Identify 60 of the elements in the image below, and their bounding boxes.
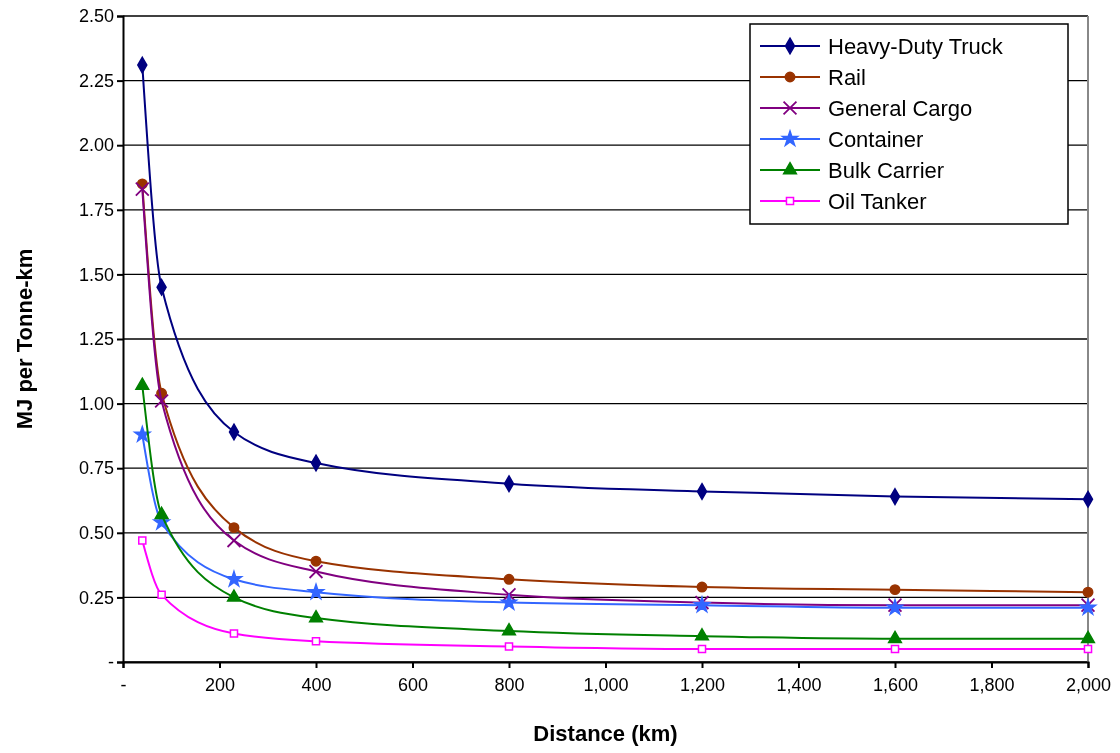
point: [154, 506, 169, 520]
x-tick-label: 400: [301, 674, 332, 695]
point: [138, 536, 147, 545]
point: [696, 581, 708, 593]
y-tick-label: 1.50: [78, 264, 114, 285]
point: [504, 642, 514, 651]
point: [889, 584, 901, 596]
point: [226, 589, 242, 602]
y-tick-label: 2.50: [78, 6, 114, 27]
point: [694, 628, 710, 641]
legend-label: Heavy-Duty Truck: [828, 34, 1004, 59]
point: [697, 644, 707, 654]
point: [310, 555, 322, 567]
x-tick-label: 1,800: [969, 674, 1015, 695]
x-tick-label: 1,400: [776, 674, 822, 695]
point: [308, 564, 324, 579]
x-tick-label: 600: [397, 674, 429, 695]
point: [1082, 586, 1094, 598]
x-tick-label: 200: [204, 674, 236, 695]
x-tick-label: 800: [494, 674, 525, 695]
y-tick-label: 1.75: [78, 200, 114, 221]
x-tick-label: 1,600: [872, 674, 919, 695]
legend-label: General Cargo: [828, 96, 973, 121]
y-tick-label: 2.25: [78, 70, 114, 91]
y-tick-label: 0.25: [78, 587, 114, 608]
y-axis-title: MJ per Tonne-km: [12, 248, 37, 430]
y-tick-label: 0.50: [78, 523, 114, 544]
point: [307, 583, 325, 600]
point: [226, 533, 242, 548]
x-tick-label: 1,200: [679, 674, 726, 695]
x-tick-label: -: [120, 674, 127, 695]
point: [887, 630, 903, 644]
y-tick-label: 0.75: [78, 458, 114, 479]
point: [154, 393, 169, 409]
point: [229, 629, 239, 638]
point: [500, 593, 518, 610]
legend-label: Oil Tanker: [828, 189, 927, 214]
y-tick-label: -: [108, 652, 114, 673]
legend-label: Bulk Carrier: [828, 158, 945, 183]
point: [308, 609, 324, 623]
point: [503, 573, 515, 585]
point: [134, 181, 150, 197]
point: [311, 637, 321, 646]
point: [157, 590, 166, 600]
point: [225, 570, 243, 587]
y-tick-label: 2.00: [78, 135, 114, 156]
y-tick-label: 1.25: [78, 329, 114, 350]
y-tick-label: 1.00: [78, 393, 114, 414]
point: [890, 644, 900, 654]
x-tick-label: 2,000: [1065, 674, 1112, 695]
point: [1080, 630, 1096, 644]
point: [134, 425, 151, 442]
point: [228, 522, 240, 534]
point: [135, 377, 150, 390]
legend-label: Rail: [828, 65, 866, 90]
point: [501, 622, 517, 636]
x-tick-label: 1,000: [583, 674, 629, 695]
legend-label: Container: [828, 127, 924, 152]
point: [1083, 644, 1093, 654]
x-axis-title: Distance (km): [533, 721, 678, 746]
